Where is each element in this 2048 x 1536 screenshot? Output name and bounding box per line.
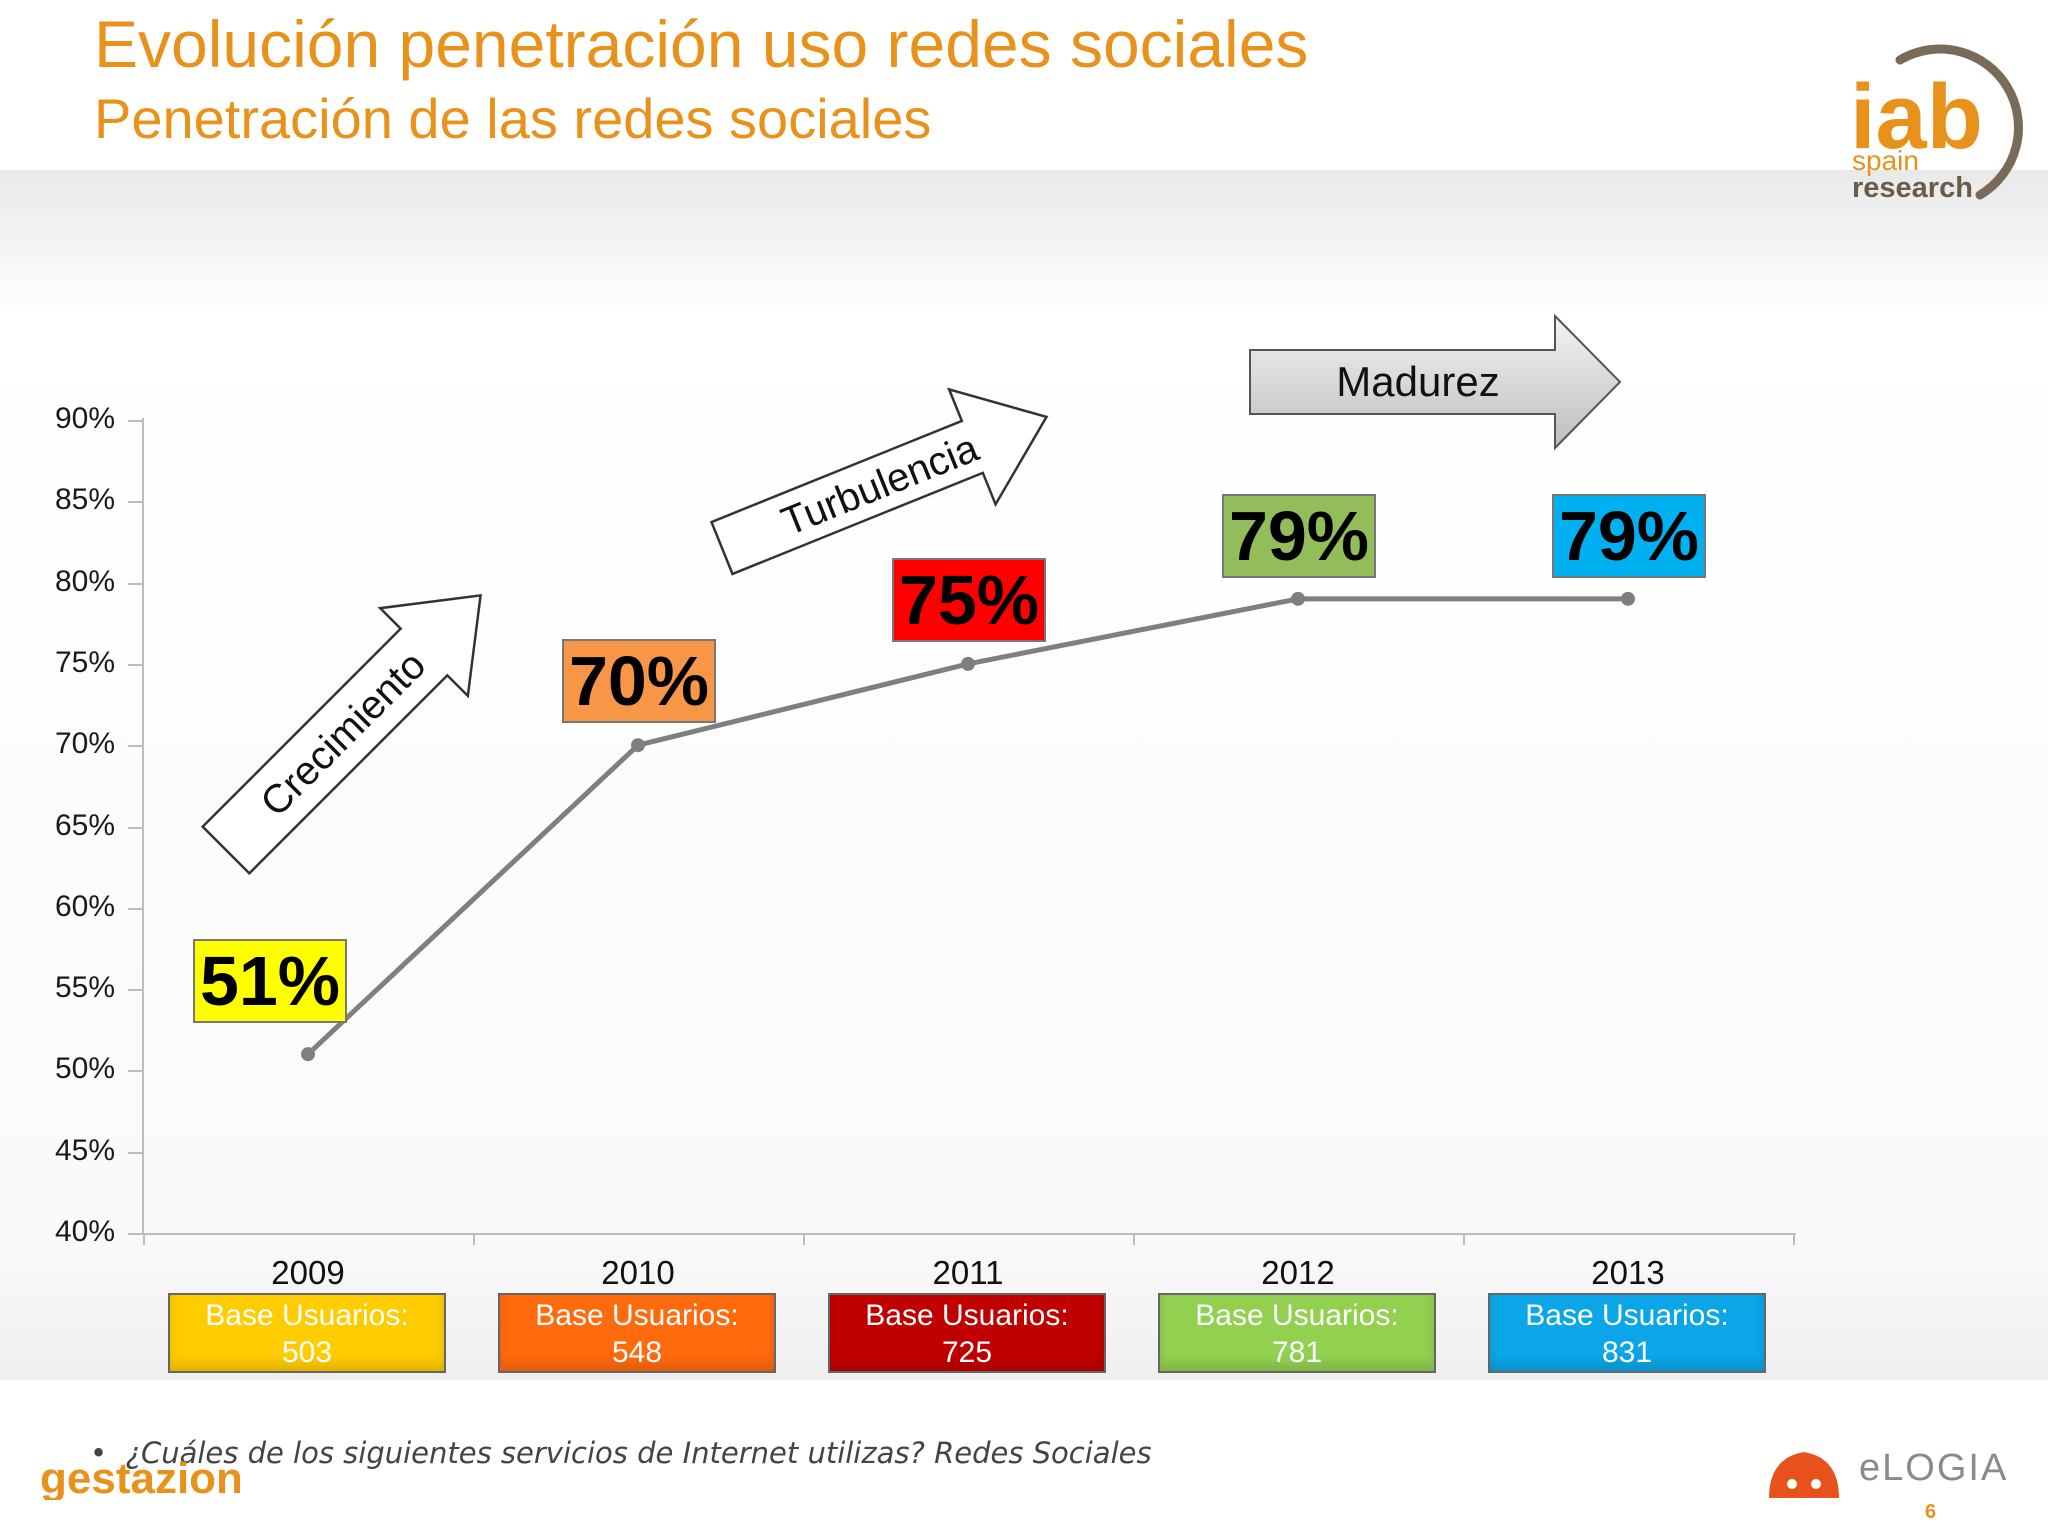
y-tick-label: 90%	[54, 402, 115, 435]
maturity-label: Madurez	[1336, 358, 1499, 405]
gestazion-logo: gestazion	[40, 1460, 240, 1500]
base-value: 725	[941, 1336, 993, 1369]
data-point	[1291, 591, 1305, 606]
base-usuarios-box: Base Usuarios: 725	[828, 1293, 1106, 1373]
y-tick-mark	[128, 582, 142, 585]
iab-logo-research: research	[1852, 172, 1973, 204]
iab-spain-research-logo: iab spain research	[1850, 44, 2023, 204]
y-axis	[142, 418, 144, 1234]
iab-logo-spain: spain	[1852, 145, 1919, 176]
data-point	[961, 656, 975, 671]
footnote-text: ¿Cuáles de los siguientes servicios de I…	[125, 1436, 1152, 1470]
page-title: Evolución penetración uso redes sociales	[94, 7, 1309, 81]
data-label: 75%	[892, 557, 1046, 642]
base-label: Base Usuarios:	[205, 1299, 409, 1332]
y-tick-label: 40%	[54, 1215, 115, 1248]
y-tick-mark	[128, 1070, 142, 1073]
footnote-bullet: •	[90, 1436, 108, 1470]
base-label: Base Usuarios:	[1195, 1299, 1399, 1332]
base-value: 831	[1601, 1336, 1653, 1369]
base-label: Base Usuarios:	[1525, 1299, 1729, 1332]
base-usuarios-box: Base Usuarios: 503	[168, 1293, 446, 1373]
data-point	[1621, 591, 1635, 606]
y-tick-mark	[128, 1151, 142, 1154]
y-tick-label: 70%	[54, 727, 115, 761]
y-tick-mark	[128, 663, 142, 666]
base-value: 781	[1271, 1336, 1323, 1369]
base-usuarios-box: Base Usuarios: 781	[1158, 1293, 1436, 1373]
x-tick-mark	[473, 1233, 475, 1245]
x-tick-label: 2009	[271, 1254, 345, 1291]
y-tick-mark	[128, 989, 142, 992]
x-tick-label: 2010	[601, 1254, 675, 1291]
x-axis	[142, 1233, 1796, 1235]
y-tick-label: 65%	[54, 808, 115, 842]
x-tick-label: 2011	[932, 1254, 1004, 1291]
base-value: 503	[281, 1336, 333, 1369]
y-tick-label: 60%	[54, 889, 115, 923]
y-tick-mark	[128, 907, 142, 910]
maturity-arrow: Madurez	[1249, 313, 1622, 451]
base-usuarios-box: Base Usuarios: 548	[498, 1293, 776, 1373]
elogia-logo: eLOGIA	[1769, 1447, 2008, 1498]
base-value: 548	[611, 1336, 663, 1369]
y-tick-label: 50%	[54, 1052, 115, 1086]
data-label: 79%	[1222, 493, 1376, 578]
x-tick-mark	[803, 1233, 805, 1245]
gestazion-logo-text: gestazion	[40, 1460, 240, 1500]
data-label: 79%	[1552, 493, 1706, 578]
y-tick-mark	[128, 826, 142, 829]
x-tick-label: 2013	[1591, 1254, 1665, 1291]
iab-logo-text: iab	[1850, 66, 1983, 168]
base-label: Base Usuarios:	[535, 1299, 739, 1332]
base-label: Base Usuarios:	[865, 1299, 1069, 1332]
y-tick-label: 85%	[54, 483, 115, 517]
x-tick-mark	[1793, 1233, 1795, 1245]
x-tick-label: 2012	[1261, 1254, 1335, 1291]
data-label: 51%	[193, 939, 347, 1024]
data-point	[301, 1047, 315, 1062]
y-tick-label: 75%	[54, 645, 115, 679]
y-tick-mark	[128, 745, 142, 748]
y-tick-label: 55%	[54, 971, 115, 1005]
elogia-logo-text: eLOGIA	[1859, 1447, 2008, 1489]
x-tick-mark	[1463, 1233, 1465, 1245]
page-subtitle: Penetración de las redes sociales	[94, 87, 932, 150]
y-tick-label: 45%	[54, 1133, 115, 1167]
y-tick-mark	[128, 420, 142, 422]
page-number: 6	[1925, 1501, 1937, 1523]
y-tick-mark	[128, 501, 142, 504]
footnote: • ¿Cuáles de los siguientes servicios de…	[90, 1436, 1152, 1470]
y-tick-mark	[128, 1233, 142, 1235]
data-point	[631, 738, 645, 753]
data-label: 70%	[562, 639, 716, 724]
y-tick-label: 80%	[54, 564, 115, 598]
base-usuarios-box: Base Usuarios: 831	[1488, 1293, 1766, 1373]
x-tick-mark	[1133, 1233, 1135, 1245]
x-tick-mark	[143, 1233, 145, 1245]
